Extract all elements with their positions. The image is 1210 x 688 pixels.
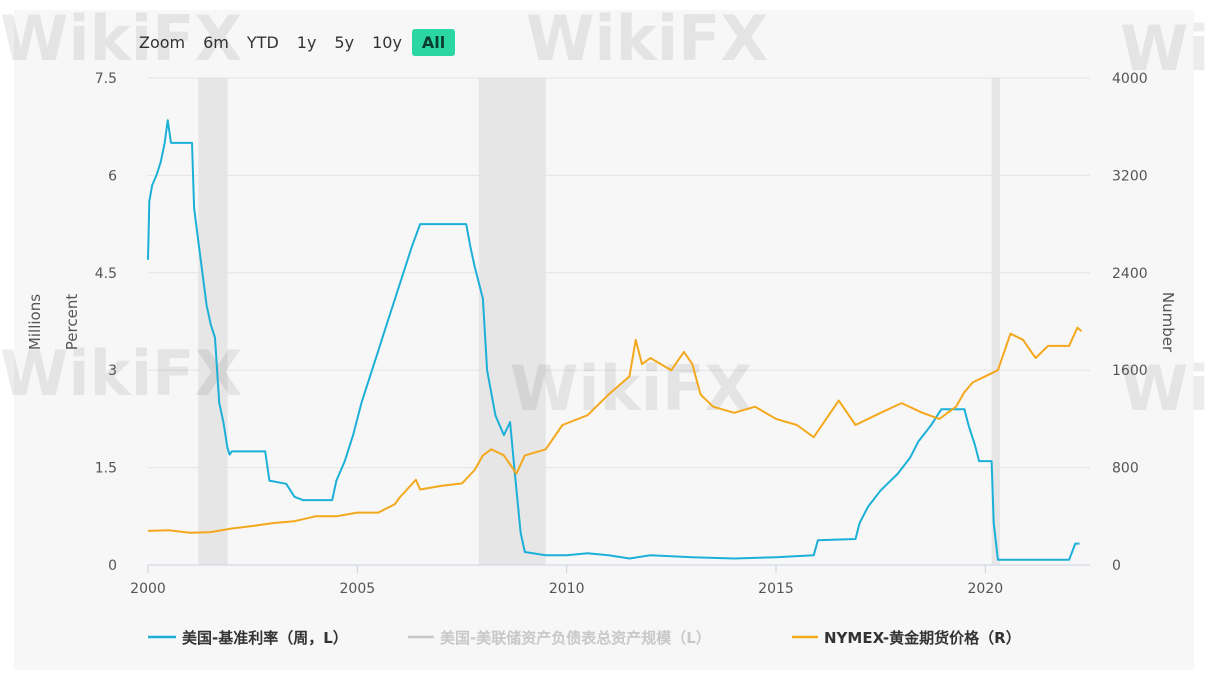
zoom-button-5y[interactable]: 5y [334,32,355,52]
y-left-label-millions: Millions [26,294,44,350]
x-tick-label: 2020 [968,581,1004,597]
shaded-period-0 [198,78,228,565]
y-left-tick-label: 0 [108,558,117,574]
zoom-button-6m[interactable]: 6m [203,32,229,52]
watermark-text: WikiFX [1120,12,1210,85]
series-lines [147,119,1083,561]
y-left-tick-label: 6 [108,168,117,184]
watermark: WikiFXWikiFXWikiFXWikiFXWikiFXWikiFX [0,2,1210,425]
y-right-label-number: Number [1159,292,1177,353]
legend-label-fed-rate: 美国-基准利率（周，L） [182,629,348,647]
x-tick-label: 2015 [758,581,794,597]
y-left-tick-label: 1.5 [95,461,117,477]
gridlines [148,77,1090,469]
y-left-tick-label: 7.5 [95,71,117,87]
y-right-tick-label: 3200 [1112,168,1148,184]
zoom-button-all[interactable]: All [411,28,456,56]
recession-shading [198,78,1000,565]
watermark-text: WikiFX [526,2,768,75]
series-line-0[interactable] [147,119,1080,561]
y-left-tick-label: 3 [108,363,117,379]
series-line-2[interactable] [147,326,1083,534]
watermark-text: WikiFX [0,2,242,75]
y-right-tick-label: 0 [1112,558,1121,574]
y-right-tick-label: 4000 [1112,71,1148,87]
shaded-period-2 [991,78,1000,565]
shaded-period-1 [478,78,546,565]
zoom-button-1y[interactable]: 1y [296,32,317,52]
axes: 0 0 1.5 800 3 1600 4.5 2400 6 3200 7.5 4000 2000 2005… [95,71,1148,597]
legend-item-fed-rate[interactable]: 美国-基准利率（周，L） [148,629,348,647]
y-left-tick-label: 4.5 [95,266,117,282]
zoom-button-10y[interactable]: 10y [372,32,402,52]
legend-label-fed-balance-sheet: 美国-美联储资产负债表总资产规模（L） [440,629,711,647]
legend: 美国-基准利率（周，L） 美国-美联储资产负债表总资产规模（L） NYMEX-黄… [148,629,1021,647]
x-tick-label: 2010 [549,581,585,597]
y-right-tick-label: 800 [1112,461,1139,477]
legend-item-fed-balance-sheet[interactable]: 美国-美联储资产负债表总资产规模（L） [408,629,711,647]
zoom-label: Zoom [139,32,186,52]
watermark-text: WikiFX [0,337,242,410]
y-right-tick-label: 2400 [1112,266,1148,282]
watermark-text: WikiFX [1120,352,1210,425]
y-left-label-percent: Percent [63,294,81,351]
x-tick-label: 2005 [340,581,376,597]
y-right-tick-label: 1600 [1112,363,1148,379]
x-tick-label: 2000 [130,581,166,597]
range-selector: Zoom 6m YTD 1y 5y 10y All [139,26,473,58]
zoom-button-ytd[interactable]: YTD [246,32,279,52]
legend-item-gold-futures[interactable]: NYMEX-黄金期货价格（R） [792,629,1021,647]
legend-label-gold-futures: NYMEX-黄金期货价格（R） [824,629,1021,647]
